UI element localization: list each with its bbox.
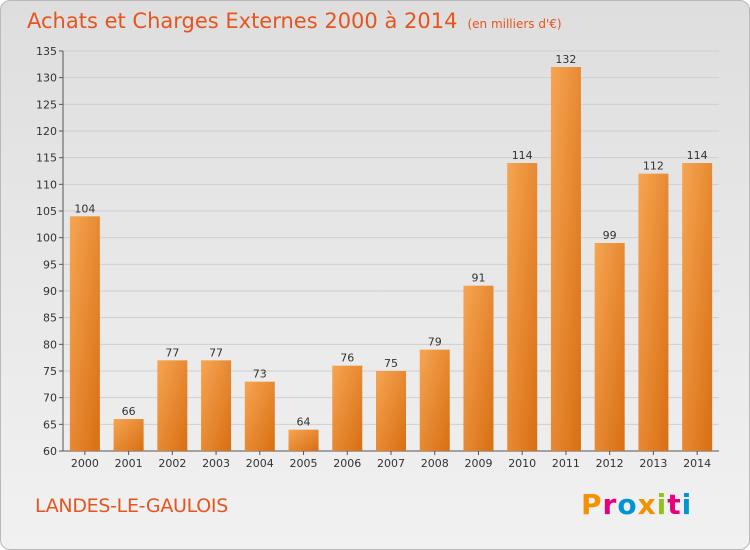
y-tick-label: 125 <box>36 98 57 111</box>
y-tick-label: 105 <box>36 205 57 218</box>
bar-value-label: 76 <box>340 352 354 365</box>
bar <box>376 371 406 451</box>
bar-value-label: 99 <box>603 229 617 242</box>
bar <box>332 365 363 451</box>
bars <box>69 67 713 451</box>
bar <box>419 349 450 451</box>
y-tick-label: 130 <box>36 72 57 85</box>
x-tick-label: 2014 <box>683 457 711 470</box>
bar <box>550 67 581 451</box>
chart-title: Achats et Charges Externes 2000 à 2014 (e… <box>27 9 562 33</box>
chart-subtitle: (en milliers d'€) <box>467 17 562 31</box>
bar <box>201 360 232 451</box>
bar-value-label: 77 <box>165 346 179 359</box>
chart-title-text: Achats et Charges Externes 2000 à 2014 <box>27 9 458 33</box>
y-tick-label: 60 <box>43 445 57 458</box>
bar <box>69 216 100 451</box>
y-tick-label: 85 <box>43 312 57 325</box>
location-label: LANDES-LE-GAULOIS <box>35 495 228 517</box>
y-tick-label: 95 <box>43 258 57 271</box>
bar-value-label: 64 <box>297 416 311 429</box>
y-tick-label: 80 <box>43 338 57 351</box>
bar <box>682 163 713 451</box>
y-tick-label: 120 <box>36 125 57 138</box>
logo-letter: r <box>602 488 618 521</box>
y-tick-label: 65 <box>43 418 57 431</box>
x-tick-label: 2002 <box>158 457 186 470</box>
bar-value-label: 73 <box>253 368 267 381</box>
y-tick-label: 100 <box>36 232 57 245</box>
bar <box>594 243 625 451</box>
bar <box>507 163 538 451</box>
bar-value-label: 132 <box>555 53 576 66</box>
x-tick-label: 2007 <box>377 457 405 470</box>
bar <box>638 173 669 451</box>
logo-letter: o <box>617 488 638 521</box>
logo-letter: t <box>667 488 682 521</box>
bar <box>288 429 319 451</box>
y-tick-label: 135 <box>36 45 57 58</box>
x-tick-label: 2009 <box>464 457 492 470</box>
x-tick-label: 2010 <box>508 457 536 470</box>
bar-value-label: 112 <box>643 160 664 173</box>
x-tick-label: 2003 <box>202 457 230 470</box>
bar-value-label: 75 <box>384 357 398 370</box>
x-tick-label: 2012 <box>596 457 624 470</box>
y-tick-label: 90 <box>43 285 57 298</box>
logo-letter: P <box>581 488 603 521</box>
bar-value-label: 104 <box>74 202 95 215</box>
x-tick-label: 2013 <box>639 457 667 470</box>
bar-value-label: 114 <box>687 149 708 162</box>
y-tick-label: 70 <box>43 392 57 405</box>
x-tick-label: 2006 <box>333 457 361 470</box>
proxiti-logo: Proxiti <box>581 488 692 521</box>
logo-letter: x <box>637 488 657 521</box>
bar-value-label: 79 <box>428 336 442 349</box>
tick-labels: 60 65 70 75 80 85 90 95 100 105 110 115 120 125 130 135… <box>36 45 711 470</box>
logo-letter: i <box>656 488 668 521</box>
x-tick-label: 2011 <box>552 457 580 470</box>
bar-value-label: 91 <box>471 272 485 285</box>
bar-value-label: 114 <box>512 149 533 162</box>
y-tick-label: 110 <box>36 178 57 191</box>
data-labels: 104 66 77 77 73 64 76 75 79 91 114 132 99 112 114 <box>74 53 707 429</box>
x-tick-label: 2005 <box>290 457 318 470</box>
bar <box>463 285 494 451</box>
y-tick-label: 115 <box>36 152 57 165</box>
y-tick-label: 75 <box>43 365 57 378</box>
bar-value-label: 77 <box>209 346 223 359</box>
bar <box>157 360 188 451</box>
x-tick-label: 2000 <box>71 457 99 470</box>
logo-letter: i <box>681 488 693 521</box>
bar <box>244 381 275 451</box>
x-tick-label: 2004 <box>246 457 274 470</box>
bar-value-label: 66 <box>122 405 136 418</box>
x-tick-label: 2001 <box>115 457 143 470</box>
bar <box>113 419 144 451</box>
x-tick-label: 2008 <box>421 457 449 470</box>
